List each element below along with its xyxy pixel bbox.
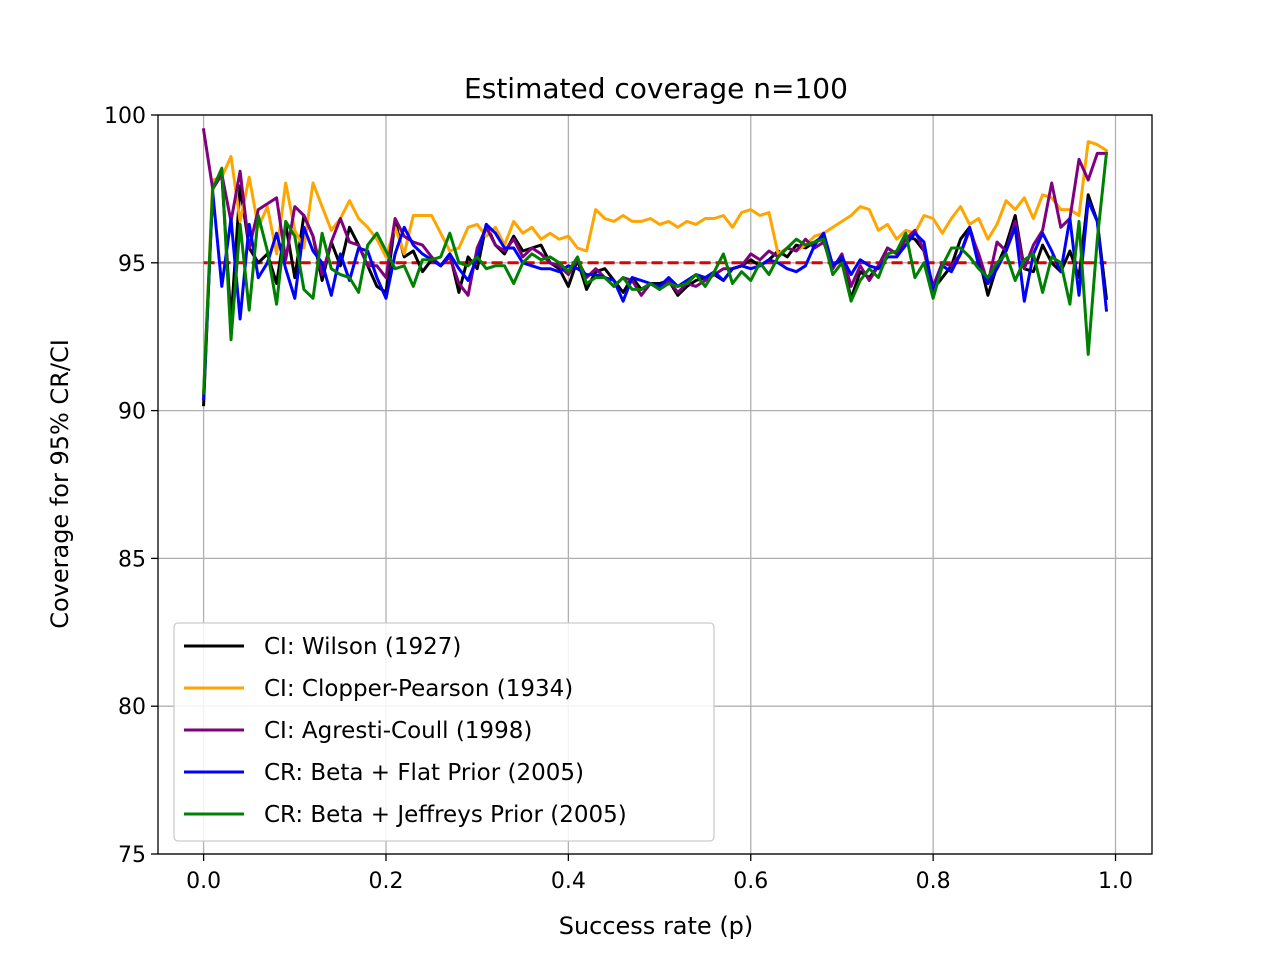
x-tick-label: 0.4	[551, 869, 586, 894]
legend-label: CR: Beta + Flat Prior (2005)	[264, 760, 584, 786]
y-axis-label: Coverage for 95% CR/CI	[46, 339, 74, 629]
legend-label: CI: Clopper-Pearson (1934)	[264, 676, 573, 702]
legend-label: CR: Beta + Jeffreys Prior (2005)	[264, 802, 627, 828]
legend-label: CI: Agresti-Coull (1998)	[264, 718, 532, 744]
y-tick-label: 85	[118, 547, 146, 572]
y-tick-label: 90	[118, 400, 146, 425]
legend: CI: Wilson (1927) CI: Clopper-Pearson (19…	[173, 622, 715, 842]
x-tick-label: 0.2	[368, 869, 403, 894]
y-tick-label: 100	[104, 104, 146, 129]
chart-title: Estimated coverage n=100	[464, 72, 848, 105]
x-axis-label: Success rate (p)	[559, 912, 754, 940]
y-tick-label: 95	[118, 252, 146, 277]
x-axis-ticks: 0.0 0.2 0.4 0.6 0.8 1.0	[186, 854, 1133, 894]
series-lines	[201, 128, 1109, 407]
x-tick-label: 0.8	[916, 869, 951, 894]
series-line-4	[202, 151, 1109, 395]
y-tick-label: 80	[118, 695, 146, 720]
plot-area-frame	[157, 114, 1153, 855]
series-line-1	[202, 140, 1109, 398]
y-tick-label: 75	[118, 843, 146, 868]
legend-label: CI: Wilson (1927)	[264, 634, 461, 660]
legend-frame	[173, 622, 715, 842]
y-axis-ticks: 75 80 85 90 95 100	[104, 104, 158, 868]
x-tick-label: 0.6	[733, 869, 768, 894]
x-tick-label: 0.0	[186, 869, 221, 894]
x-tick-label: 1.0	[1098, 869, 1133, 894]
